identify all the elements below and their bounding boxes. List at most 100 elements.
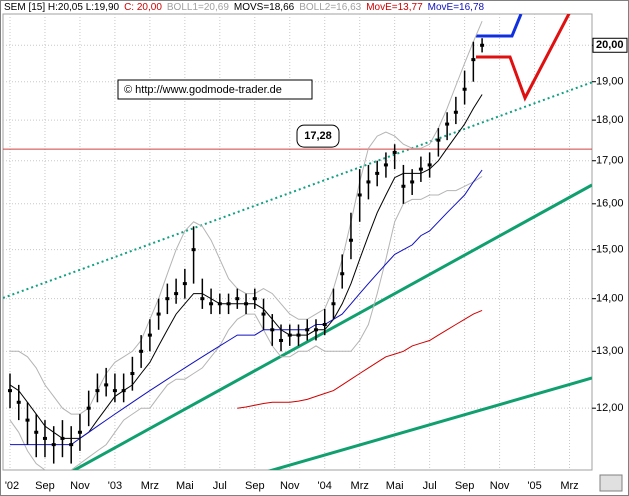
bar-close	[270, 328, 275, 332]
x-tick-label: Sep	[455, 480, 475, 492]
bar-close	[121, 389, 126, 393]
bar-close	[182, 282, 187, 286]
bar-close	[471, 58, 476, 62]
bar-close	[401, 184, 406, 188]
bar-close	[112, 389, 117, 393]
bar-close	[95, 389, 100, 393]
bar-close	[130, 372, 135, 376]
bar-close	[480, 43, 485, 47]
bar-close	[462, 87, 467, 91]
bar-close	[427, 163, 432, 167]
bar-close	[174, 292, 179, 296]
header-item: BOLL1=20,69	[167, 2, 229, 13]
bar-close	[331, 302, 336, 306]
bar-close	[235, 297, 240, 301]
marks	[3, 21, 592, 470]
x-tick-label: Jul	[423, 480, 437, 492]
x-tick-label: Mrz	[141, 480, 159, 492]
bar-close	[383, 163, 388, 167]
x-tick-label: Nov	[490, 480, 510, 492]
bar-close	[261, 312, 266, 316]
scroll-button[interactable]	[599, 474, 623, 492]
trend-line	[267, 376, 592, 470]
bar-close	[34, 430, 39, 434]
bar-close	[8, 389, 12, 393]
bar-close	[104, 383, 109, 387]
indicator-line	[10, 169, 483, 446]
bar-close	[25, 418, 30, 422]
bar-close	[252, 297, 257, 301]
bar-close	[139, 349, 144, 353]
y-tick-label: 17,00	[596, 155, 624, 167]
bar-close	[226, 302, 231, 306]
projection-line	[476, 14, 571, 102]
bar-close	[375, 171, 380, 175]
x-tick-label: '05	[527, 480, 541, 492]
y-tick-label: 19,00	[596, 76, 624, 88]
bar-close	[77, 430, 82, 434]
x-tick-label: '03	[108, 480, 122, 492]
x-tick-label: Sep	[245, 480, 265, 492]
hline-label: 17,28	[304, 130, 332, 142]
y-tick-label: 16,00	[596, 198, 624, 210]
bar-close	[445, 122, 450, 126]
y-tick-label: 18,00	[596, 114, 624, 126]
bar-close	[147, 333, 152, 337]
header-item: SEM [15] H:20,05 L:19,90	[4, 2, 120, 13]
bar-close	[436, 138, 441, 142]
y-tick-label: 12,00	[596, 402, 624, 414]
bar-close	[60, 436, 65, 440]
bar-close	[410, 180, 415, 184]
x-tick-label: Sep	[35, 480, 55, 492]
bar-close	[217, 302, 222, 306]
x-tick-label: Mrz	[560, 480, 578, 492]
projection-line	[476, 14, 523, 38]
header-item: C: 20,00	[124, 2, 162, 13]
bar-close	[453, 110, 458, 114]
bar-close	[366, 180, 371, 184]
x-tick-label: '02	[5, 480, 19, 492]
bar-close	[51, 443, 56, 447]
bar-close	[200, 297, 205, 301]
x-tick-label: Jul	[213, 480, 227, 492]
last-price-label: 20,00	[596, 39, 624, 51]
bar-close	[340, 272, 345, 276]
x-tick-label: Nov	[70, 480, 90, 492]
header-item: BOLL2=16,63	[299, 2, 361, 13]
header-item: MOVS=18,66	[234, 2, 295, 13]
bar-close	[322, 323, 327, 327]
bar-close	[296, 333, 301, 337]
indicator-line	[237, 309, 483, 409]
overlays	[3, 14, 592, 470]
annotation: © http://www.godmode-trader.de	[124, 84, 282, 96]
header: SEM [15] H:20,05 L:19,90 C: 20,00 BOLL1=20…	[4, 2, 485, 13]
bar-close	[86, 406, 91, 410]
bar-close	[191, 248, 196, 252]
bar-close	[42, 436, 47, 440]
last-price-box	[592, 37, 628, 53]
x-tick-label: Mai	[176, 480, 194, 492]
bar-close	[305, 328, 310, 332]
y-tick-label: 14,00	[596, 293, 624, 305]
bar-close	[357, 193, 362, 197]
bar-close	[348, 238, 353, 242]
y-tick-label: 15,00	[596, 244, 624, 256]
bar-close	[244, 302, 249, 306]
bar-close	[209, 302, 214, 306]
bar-close	[16, 400, 21, 404]
y-tick-label: 13,00	[596, 345, 624, 357]
bar-close	[418, 167, 423, 171]
bar-close	[69, 443, 74, 447]
bar-close	[392, 150, 397, 154]
bar-close	[287, 333, 292, 337]
x-tick-label: Mrz	[351, 480, 369, 492]
bar-close	[313, 328, 318, 332]
x-tick-label: Nov	[280, 480, 300, 492]
trend-line	[71, 183, 592, 470]
header-item: MovE=13,77	[366, 2, 423, 13]
bar-close	[156, 312, 161, 316]
header-item: MovE=16,78	[428, 2, 485, 13]
x-tick-label: '04	[318, 480, 332, 492]
bar-close	[279, 338, 284, 342]
hline-label-box	[296, 124, 340, 148]
